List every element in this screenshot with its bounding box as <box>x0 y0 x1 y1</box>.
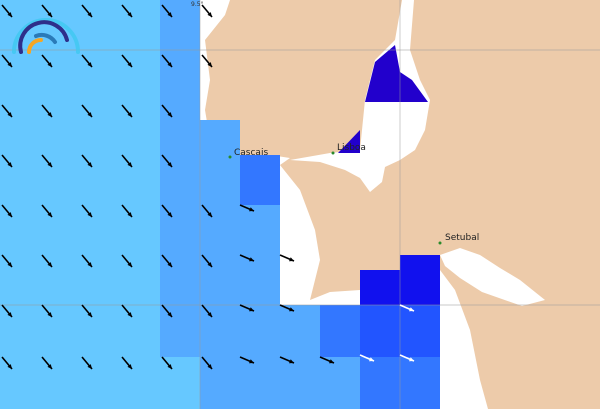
direction-arrows <box>1 4 415 370</box>
direction-arrow-icon <box>121 104 133 118</box>
direction-arrow-icon <box>41 356 53 370</box>
direction-arrow-icon <box>161 104 173 118</box>
direction-arrow-icon <box>1 204 13 218</box>
direction-arrow-icon <box>41 304 53 318</box>
direction-arrow-icon <box>359 354 375 362</box>
city-label-setubal[interactable]: Setubal <box>445 233 479 243</box>
direction-arrow-icon <box>121 356 133 370</box>
direction-arrow-icon <box>81 204 93 218</box>
wave-cell-level2 <box>200 120 240 409</box>
direction-arrow-icon <box>81 254 93 268</box>
direction-arrow-icon <box>239 304 255 312</box>
wave-cell-level3 <box>320 305 360 357</box>
city-dot-cascais <box>228 155 232 159</box>
direction-arrow-icon <box>201 204 213 218</box>
wave-cell-level1 <box>0 0 160 409</box>
city-label-lisboa[interactable]: Lisboa <box>337 143 366 153</box>
direction-arrow-icon <box>161 356 173 370</box>
direction-arrow-icon <box>161 154 173 168</box>
direction-arrow-icon <box>201 356 213 370</box>
rainbow-arc-logo-icon <box>12 18 80 54</box>
direction-arrow-icon <box>1 54 13 68</box>
direction-arrow-icon <box>161 204 173 218</box>
direction-arrow-icon <box>161 304 173 318</box>
wave-cell-level2 <box>240 205 280 305</box>
direction-arrow-icon <box>201 4 213 18</box>
direction-arrow-icon <box>161 254 173 268</box>
direction-arrow-icon <box>239 356 255 364</box>
city-dot-setubal <box>438 241 442 245</box>
direction-arrow-icon <box>121 154 133 168</box>
direction-arrow-icon <box>1 254 13 268</box>
direction-arrow-icon <box>81 154 93 168</box>
city-dot-lisboa <box>331 151 335 155</box>
wave-cell-level3 <box>240 155 280 205</box>
direction-arrow-icon <box>81 356 93 370</box>
direction-arrow-icon <box>279 304 295 312</box>
direction-arrow-icon <box>121 4 133 18</box>
direction-arrow-icon <box>121 54 133 68</box>
direction-arrow-icon <box>1 356 13 370</box>
wave-cell-level5 <box>400 255 440 270</box>
direction-arrow-icon <box>41 204 53 218</box>
direction-arrow-icon <box>1 154 13 168</box>
city-label-cascais[interactable]: Cascais <box>234 148 268 158</box>
wave-cell-level6 <box>338 130 360 153</box>
direction-arrow-icon <box>279 356 295 364</box>
direction-arrow-icon <box>81 104 93 118</box>
direction-arrow-icon <box>81 54 93 68</box>
city-markers: Cascais Lisboa Setubal <box>228 143 479 245</box>
direction-arrow-icon <box>41 4 53 18</box>
direction-arrow-icon <box>1 104 13 118</box>
direction-arrow-icon <box>399 354 415 362</box>
longitude-label: 9.5° <box>191 1 204 8</box>
wave-cell-level1 <box>160 357 200 409</box>
direction-arrow-icon <box>121 304 133 318</box>
sado-estuary <box>440 248 545 306</box>
direction-arrow-icon <box>41 54 53 68</box>
direction-arrow-icon <box>41 154 53 168</box>
direction-arrow-icon <box>161 4 173 18</box>
direction-arrow-icon <box>161 54 173 68</box>
direction-arrow-icon <box>41 254 53 268</box>
direction-arrow-icon <box>81 4 93 18</box>
direction-arrow-icon <box>41 104 53 118</box>
direction-arrow-icon <box>201 304 213 318</box>
direction-arrow-icon <box>81 304 93 318</box>
wave-cell-level2 <box>160 0 200 357</box>
direction-arrow-icon <box>319 356 335 364</box>
direction-arrow-icon <box>201 254 213 268</box>
direction-arrow-icon <box>1 4 13 18</box>
direction-arrow-icon <box>1 304 13 318</box>
direction-arrow-icon <box>239 204 255 212</box>
direction-arrow-icon <box>399 304 415 312</box>
direction-arrow-icon <box>239 254 255 262</box>
direction-arrow-icon <box>279 254 295 262</box>
direction-arrow-icon <box>201 54 213 68</box>
wave-cell-level2 <box>320 357 360 409</box>
direction-arrow-icon <box>121 254 133 268</box>
direction-arrow-icon <box>121 204 133 218</box>
wave-cell-level6 <box>365 45 428 102</box>
